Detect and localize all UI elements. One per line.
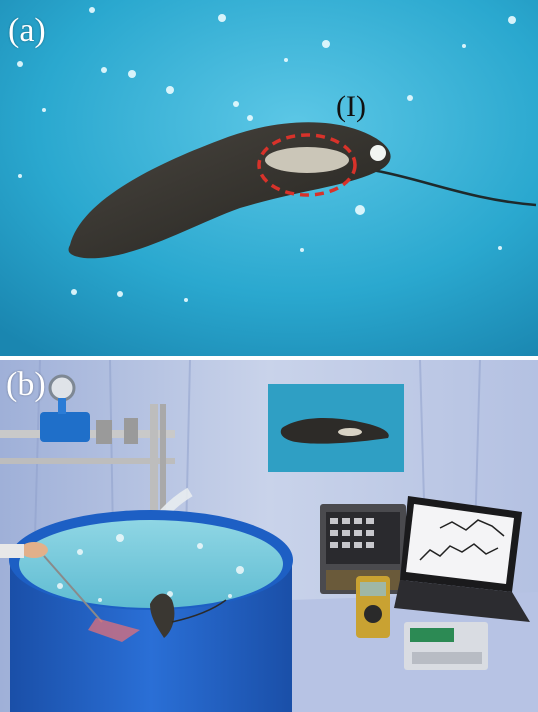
inset-photo: [268, 384, 404, 472]
panel-b-label: (b): [6, 366, 46, 403]
fish-light-region: [265, 147, 349, 173]
sensor-device: [370, 145, 386, 161]
lab-scene: [0, 360, 538, 712]
panel-a-photo: (a) (I): [0, 0, 538, 356]
bubbles: [17, 7, 516, 302]
underwater-scene: [0, 0, 538, 356]
panel-b-photo: (b): [0, 360, 538, 712]
sleeve: [0, 544, 24, 558]
hand: [20, 542, 48, 558]
marked-region-circle: [257, 133, 357, 197]
data-acquisition-unit: [320, 504, 406, 594]
panel-a-label: (a): [8, 12, 46, 49]
multimeter: [356, 576, 390, 638]
flow-pipe-frame: [0, 374, 175, 524]
power-supply: [404, 622, 488, 670]
laptop: [394, 496, 530, 622]
region-annotation-label: (I): [336, 90, 366, 123]
water-tank: [9, 510, 293, 712]
sensor-cable: [371, 168, 537, 207]
